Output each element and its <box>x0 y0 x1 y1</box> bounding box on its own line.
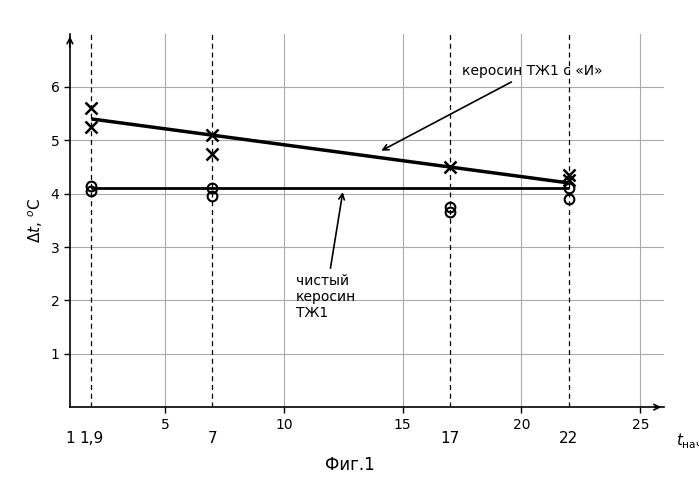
Text: 1,9: 1,9 <box>79 432 103 446</box>
Text: Фиг.1: Фиг.1 <box>324 456 375 474</box>
Y-axis label: $\Delta t$, ${}^o$C: $\Delta t$, ${}^o$C <box>27 198 45 243</box>
Text: $t_{\rm нач.}$, ${}^o$C: $t_{\rm нач.}$, ${}^o$C <box>676 432 699 451</box>
Text: 22: 22 <box>559 432 579 446</box>
Text: чистый
керосин
ТЖ1: чистый керосин ТЖ1 <box>296 194 356 320</box>
Text: 7: 7 <box>208 432 217 446</box>
Text: 1: 1 <box>65 432 75 446</box>
Text: керосин ТЖ1 с «И»: керосин ТЖ1 с «И» <box>383 64 603 150</box>
Text: 17: 17 <box>440 432 460 446</box>
